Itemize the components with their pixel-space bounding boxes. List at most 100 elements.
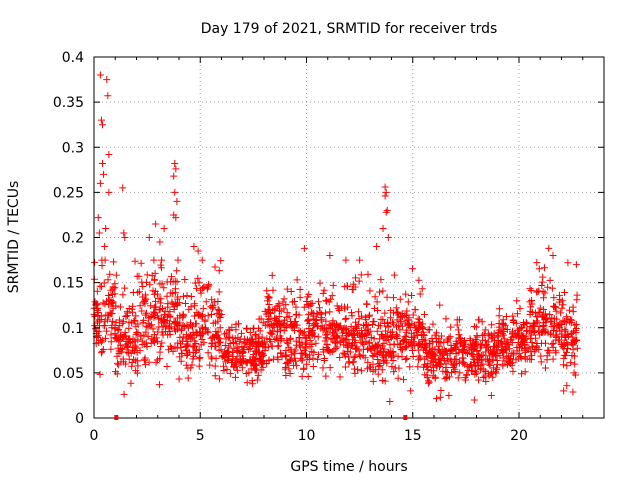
data-point	[352, 274, 360, 282]
data-point	[309, 354, 317, 362]
data-point	[447, 323, 455, 331]
data-point	[249, 380, 257, 388]
data-point	[428, 334, 436, 342]
data-point	[528, 339, 536, 347]
data-point	[264, 318, 272, 326]
data-point	[481, 336, 489, 344]
y-tick-label: 0.3	[62, 140, 84, 156]
data-point	[559, 343, 567, 351]
data-point	[319, 289, 327, 297]
data-point	[361, 313, 369, 321]
data-point	[480, 330, 488, 338]
data-point	[298, 372, 306, 380]
data-point	[249, 324, 257, 332]
data-point	[451, 368, 459, 376]
data-point	[333, 334, 341, 342]
data-point	[415, 276, 423, 284]
data-point	[357, 338, 365, 346]
data-point	[447, 368, 455, 376]
data-point	[105, 296, 113, 304]
data-point	[357, 367, 365, 375]
data-point	[112, 271, 120, 279]
data-point	[101, 243, 109, 251]
data-point	[560, 351, 568, 359]
data-point	[424, 325, 432, 333]
data-point	[284, 340, 292, 348]
data-point	[472, 323, 480, 331]
data-point	[461, 337, 469, 345]
data-point	[470, 342, 478, 350]
data-point	[211, 362, 219, 370]
data-point	[407, 292, 415, 300]
data-point	[216, 324, 224, 332]
data-point	[478, 318, 486, 326]
data-point	[489, 356, 497, 364]
data-point	[214, 305, 222, 313]
data-point	[312, 316, 320, 324]
data-point	[345, 358, 353, 366]
data-point	[230, 345, 238, 353]
data-point	[369, 377, 377, 385]
data-point	[103, 76, 111, 84]
data-point	[539, 323, 547, 331]
data-point	[348, 336, 356, 344]
data-point	[458, 347, 466, 355]
data-point	[275, 301, 283, 309]
data-point	[320, 286, 328, 294]
data-point	[99, 159, 106, 167]
data-point	[351, 369, 359, 377]
data-point	[282, 363, 290, 371]
data-point	[555, 298, 563, 306]
data-point	[415, 352, 423, 360]
data-point	[123, 348, 131, 356]
data-point	[423, 373, 431, 381]
data-point	[127, 379, 135, 387]
data-point	[326, 308, 334, 316]
data-point	[383, 206, 391, 214]
data-point	[382, 188, 390, 196]
data-point	[104, 276, 112, 284]
data-point	[142, 322, 150, 330]
data-point	[424, 379, 432, 387]
data-point	[193, 284, 201, 292]
data-point	[409, 353, 417, 361]
data-point	[530, 329, 538, 337]
data-point	[134, 362, 142, 370]
data-point	[397, 317, 405, 325]
data-point	[292, 341, 300, 349]
data-point	[488, 335, 496, 343]
data-point	[292, 362, 300, 370]
data-point	[552, 307, 560, 315]
data-point	[352, 345, 360, 353]
data-point	[291, 357, 299, 365]
data-point	[155, 381, 163, 389]
data-point	[104, 92, 112, 100]
data-point	[164, 331, 172, 339]
data-point	[275, 313, 283, 321]
data-point	[133, 349, 141, 357]
data-point	[184, 350, 192, 358]
y-axis-label: SRMTID / TECUs	[6, 181, 22, 294]
data-point	[346, 348, 354, 356]
data-point	[172, 214, 180, 222]
data-point	[140, 316, 148, 324]
data-point	[273, 320, 281, 328]
data-point	[380, 345, 388, 353]
data-point	[427, 367, 435, 375]
data-point	[536, 308, 544, 316]
data-point	[128, 359, 136, 367]
data-point	[255, 355, 263, 363]
data-point	[133, 272, 141, 280]
data-point	[300, 244, 308, 252]
data-point	[420, 344, 428, 352]
data-point	[288, 351, 296, 359]
data-point	[487, 331, 495, 339]
data-point	[107, 296, 115, 304]
data-point	[172, 165, 180, 173]
data-point	[282, 323, 290, 331]
data-point	[141, 311, 149, 319]
data-point	[360, 345, 368, 353]
data-point	[170, 172, 178, 180]
data-point	[187, 293, 195, 301]
data-point	[196, 354, 204, 362]
